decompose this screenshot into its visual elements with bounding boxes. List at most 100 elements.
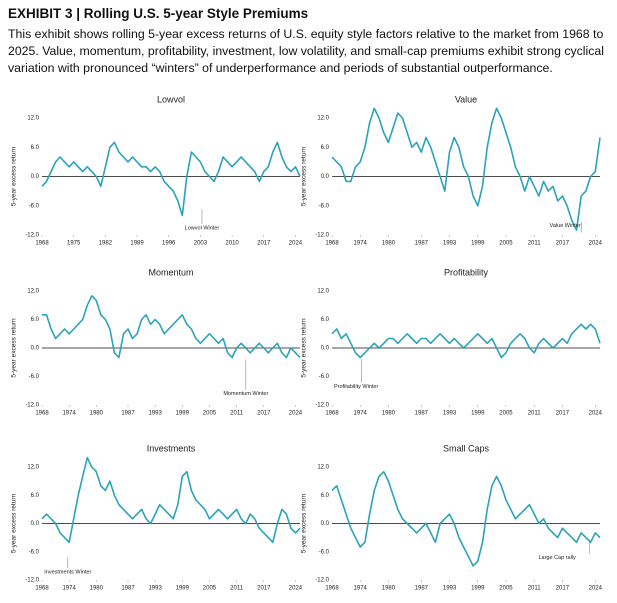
y-tick-label: -12.0 — [315, 403, 329, 409]
y-tick-label: 6.0 — [321, 145, 330, 151]
x-tick-label: 1980 — [90, 586, 104, 592]
x-tick-label: 1987 — [415, 586, 429, 592]
x-tick-label: 2010 — [225, 241, 239, 247]
y-tick-label: -12.0 — [315, 233, 329, 239]
x-tick-label: 1974 — [354, 411, 368, 417]
x-tick-label: 1989 — [130, 241, 144, 247]
x-tick-label: 1987 — [415, 411, 429, 417]
x-tick-label: 1980 — [382, 586, 396, 592]
y-tick-label: 6.0 — [31, 317, 40, 323]
annotation: Lowvol Winter — [185, 225, 220, 231]
y-tick-label: 0.0 — [321, 174, 330, 180]
y-tick-label: 0.0 — [31, 174, 40, 180]
x-tick-label: 1993 — [148, 586, 162, 592]
x-tick-label: 1999 — [471, 241, 485, 247]
x-tick-label: 2017 — [556, 586, 570, 592]
y-tick-label: 6.0 — [31, 493, 40, 499]
x-tick-label: 2005 — [203, 586, 217, 592]
x-tick-label: 2011 — [528, 241, 542, 247]
chart-title: Lowvol — [157, 94, 185, 104]
y-tick-label: 6.0 — [321, 317, 330, 323]
y-tick-label: -6.0 — [29, 203, 40, 209]
y-axis-label: 5-year excess return — [301, 493, 308, 553]
series-line — [41, 141, 301, 217]
y-tick-label: 12.0 — [27, 465, 39, 471]
x-tick-label: 2024 — [589, 586, 603, 592]
x-tick-label: 1993 — [443, 411, 457, 417]
x-tick-label: 2024 — [289, 241, 303, 247]
x-tick-label: 2017 — [257, 411, 271, 417]
x-tick-label: 1975 — [67, 241, 81, 247]
x-tick-label: 1982 — [99, 241, 113, 247]
x-tick-label: 1968 — [35, 411, 49, 417]
y-tick-label: 0.0 — [321, 346, 330, 352]
x-tick-label: 1974 — [62, 411, 76, 417]
x-tick-label: 2003 — [194, 241, 208, 247]
x-tick-label: 1968 — [325, 586, 339, 592]
x-tick-label: 2005 — [499, 241, 513, 247]
annotation: Momentum Winter — [223, 391, 268, 397]
y-tick-label: 6.0 — [31, 145, 40, 151]
x-tick-label: 1974 — [62, 586, 76, 592]
x-tick-label: 1987 — [415, 241, 429, 247]
y-tick-label: 12.0 — [317, 465, 329, 471]
x-tick-label: 1968 — [325, 411, 339, 417]
page-title: EXHIBIT 3 | Rolling U.S. 5-year Style Pr… — [8, 6, 309, 21]
x-tick-label: 2005 — [499, 411, 513, 417]
y-tick-label: -6.0 — [29, 374, 40, 380]
x-tick-label: 2011 — [230, 411, 244, 417]
x-tick-label: 1987 — [121, 586, 135, 592]
y-tick-label: 12.0 — [27, 289, 39, 295]
y-tick-label: 12.0 — [317, 116, 329, 122]
x-tick-label: 1993 — [443, 586, 457, 592]
x-tick-label: 2017 — [257, 586, 271, 592]
x-tick-label: 2024 — [589, 411, 603, 417]
y-axis-label: 5-year excess return — [301, 318, 308, 378]
x-tick-label: 1999 — [176, 586, 190, 592]
x-tick-label: 2005 — [499, 586, 513, 592]
chart-title: Profitability — [444, 267, 489, 277]
x-tick-label: 1987 — [121, 411, 135, 417]
x-tick-label: 1999 — [471, 586, 485, 592]
x-tick-label: 1968 — [35, 586, 49, 592]
x-tick-label: 1980 — [382, 411, 396, 417]
annotation: Value Winter — [550, 223, 581, 229]
x-tick-label: 2024 — [289, 586, 303, 592]
x-tick-label: 1999 — [176, 411, 190, 417]
y-tick-label: -12.0 — [25, 403, 39, 409]
x-tick-label: 2011 — [528, 586, 542, 592]
y-axis-label: 5-year excess return — [11, 493, 18, 553]
x-tick-label: 2005 — [203, 411, 217, 417]
x-tick-label: 1996 — [162, 241, 176, 247]
chart-title: Value — [455, 94, 477, 104]
y-tick-label: -6.0 — [319, 374, 330, 380]
x-tick-label: 1968 — [325, 241, 339, 247]
chart-title: Investments — [147, 443, 196, 453]
x-tick-label: 1980 — [382, 241, 396, 247]
y-axis-label: 5-year excess return — [11, 318, 18, 378]
x-tick-label: 2011 — [230, 586, 244, 592]
x-tick-label: 2017 — [556, 411, 570, 417]
chart-title: Momentum — [148, 267, 193, 277]
chart-title: Small Caps — [443, 443, 490, 453]
x-tick-label: 1993 — [443, 241, 457, 247]
x-tick-label: 1974 — [354, 586, 368, 592]
y-axis-label: 5-year excess return — [301, 146, 308, 206]
x-tick-label: 2024 — [289, 411, 303, 417]
x-tick-label: 1974 — [354, 241, 368, 247]
y-tick-label: 0.0 — [321, 521, 330, 527]
y-axis-label: 5-year excess return — [11, 146, 18, 206]
y-tick-label: -6.0 — [29, 549, 40, 555]
y-tick-label: 0.0 — [31, 521, 40, 527]
x-tick-label: 1968 — [35, 241, 49, 247]
x-tick-label: 1993 — [148, 411, 162, 417]
series-line — [331, 470, 601, 567]
x-tick-label: 1980 — [90, 411, 104, 417]
annotation: Profitability Winter — [334, 384, 378, 390]
x-tick-label: 1999 — [471, 411, 485, 417]
annotation: Large Cap rally — [538, 555, 576, 561]
y-tick-label: -12.0 — [25, 578, 39, 584]
series-line — [42, 295, 301, 359]
